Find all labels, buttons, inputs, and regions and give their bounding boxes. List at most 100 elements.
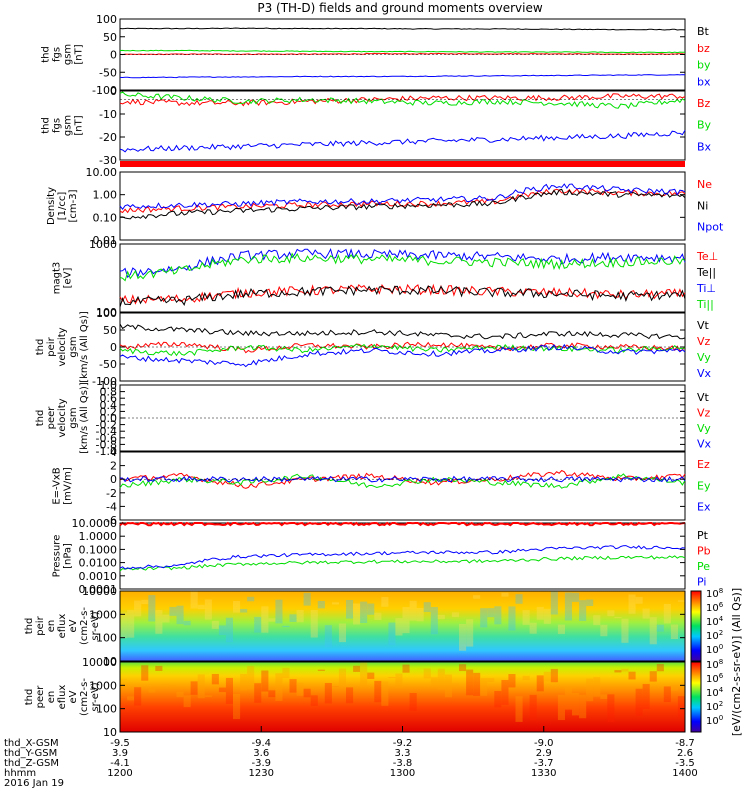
y-tick-label: -4 (106, 500, 117, 513)
colorbar-tick: 108 (706, 587, 723, 600)
y-axis-label: en (46, 620, 57, 633)
colorbar-tick: 100 (706, 714, 723, 727)
series-line-Ti|| (119, 252, 686, 282)
panel-peir_flux: 10000 1000 100 10 thd peir en eflux eV (cm2-s-sr-… (24, 585, 686, 668)
legend-entry: Ni (697, 199, 708, 212)
y-tick-label: 10000 (82, 585, 117, 598)
y-tick-label: 2 (110, 460, 117, 473)
orbit-value: 1300 (390, 768, 415, 779)
legend-entry: Ti|| (696, 298, 714, 311)
orbit-value: -3.7 (534, 758, 554, 769)
y-axis-label: thd (41, 117, 52, 134)
separator-bar (120, 161, 685, 167)
orbit-row-label: thd_Z-GSM (4, 758, 59, 769)
orbit-value: 1330 (531, 768, 556, 779)
orbit-value: 1230 (249, 768, 274, 779)
colorbar-tick: 104 (706, 686, 724, 699)
colorbar-tick: 106 (706, 672, 724, 685)
orbit-value: -9.2 (393, 738, 413, 749)
heatmap-texture (120, 591, 685, 651)
y-tick-label: 0.8 (100, 386, 118, 399)
y-axis-label: en (46, 691, 57, 704)
y-axis-label: gsm (63, 44, 74, 65)
figure-title: P3 (TH-D) fields and ground moments over… (257, 1, 542, 15)
y-axis-label: eflux (57, 685, 68, 710)
y-tick-label: 0.0 (100, 412, 118, 425)
legend-entry: Vt (697, 319, 710, 332)
legend-entry: Vz (697, 407, 711, 420)
series-line-Ex (119, 475, 686, 483)
orbit-value: -9.0 (534, 738, 554, 749)
colorbar-tick: 106 (706, 601, 724, 614)
orbit-value: -3.8 (393, 758, 413, 769)
series-line-Ey (119, 473, 686, 489)
y-tick-label: -30 (99, 154, 117, 167)
y-tick-label: 50 (103, 324, 117, 337)
legend-entry: by (697, 59, 711, 72)
orbit-value: -4.1 (110, 758, 130, 769)
y-tick-label: 50 (103, 31, 117, 44)
y-axis-label: (cm2-s- (79, 607, 90, 645)
y-tick-label: -0.4 (96, 425, 117, 438)
y-axis-label: [mV/m] (63, 467, 74, 505)
y-axis-label: thd (35, 339, 46, 356)
legend-entry: Vz (697, 335, 711, 348)
colorbar-tick: 102 (706, 700, 723, 713)
colorbar-label: [eV/(cm2-s-sr-eV)] (All Qs)] (730, 588, 743, 736)
legend-entry: Bt (697, 25, 710, 38)
orbit-value: -9.5 (110, 738, 130, 749)
y-tick-label: -10 (99, 108, 117, 121)
y-tick-label: 1.0000 (79, 530, 118, 543)
legend-entry: Te|| (696, 266, 716, 279)
legend-entry: Te⊥ (696, 250, 718, 263)
y-tick-label: -20 (99, 131, 117, 144)
y-tick-label: 0 (110, 49, 117, 62)
y-axis-label: velocity (57, 398, 68, 437)
series-line-Npot (119, 183, 686, 211)
panel-temperature: 1000 100 magt3 [eV] Te⊥ Te|| Ti⊥ Ti|| (52, 238, 719, 319)
y-tick-label: 10.00 (86, 166, 118, 179)
y-axis-label: gsm (63, 115, 74, 136)
legend-entry: By (697, 119, 712, 132)
y-axis-label: sr-eV) (90, 682, 101, 711)
legend-entry: Ez (697, 458, 710, 471)
legend-entry: Vy (697, 351, 711, 364)
series-line-Ni (119, 188, 686, 220)
panel-efield: 420-2-4-6 E=-VxB [mV/m] Ez Ey Ex (52, 446, 711, 527)
y-axis-label: [1/cc] (57, 192, 68, 221)
y-tick-label: 100 (96, 13, 117, 26)
y-tick-label: 1000 (89, 608, 117, 621)
legend-entry: Npot (697, 221, 724, 234)
y-axis-label: [eV] (63, 268, 74, 289)
y-axis-label: E=-VxB (52, 467, 63, 504)
panel-frame (119, 522, 686, 590)
y-tick-label: 10000 (82, 656, 117, 669)
orbit-value: 1200 (107, 768, 132, 779)
y-axis-label: [cm-3] (68, 189, 79, 222)
y-axis-label: eV (68, 690, 79, 703)
legend-entry: Pb (697, 545, 711, 558)
y-axis-label: eflux (57, 614, 68, 639)
series-line-bz (119, 52, 686, 56)
legend-entry: Ey (697, 479, 711, 492)
y-axis-label: eV (68, 619, 79, 632)
legend-entry: Vx (697, 367, 712, 380)
y-axis-label: [nPa] (63, 543, 74, 569)
legend-entry: Ex (697, 501, 711, 514)
heatmap-peer_flux (120, 662, 685, 732)
y-tick-label: 100 (96, 307, 117, 320)
y-axis-label: gsm (68, 336, 79, 357)
series-line-Pi (119, 545, 686, 570)
panel-peer_flux: 10000 1000 100 10 thd peer en eflux eV (cm2-s-sr-… (24, 656, 686, 739)
orbit-value: 1400 (672, 768, 697, 779)
panel-frame (119, 384, 686, 452)
series-line-Pe (119, 555, 686, 572)
series-line-Vx (119, 343, 686, 368)
y-axis-label: sr-eV) (90, 611, 101, 640)
colorbar-tick: 100 (706, 643, 723, 656)
legend-entry: bx (697, 75, 711, 88)
orbit-value: -9.4 (251, 738, 271, 749)
